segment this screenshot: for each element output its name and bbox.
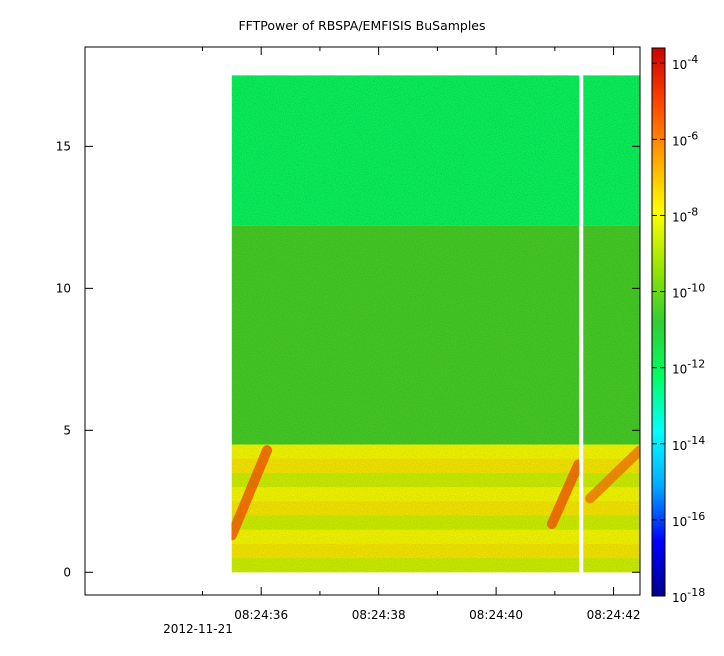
y-tick-label: 0: [63, 565, 71, 579]
heatmap-stripe: [231, 472, 640, 488]
plot-area: [84, 46, 641, 596]
colorbar: 10-18 10-16 10-14 10-12 10-10 10-8 10-6 10-4: [651, 47, 705, 605]
colorbar-tick-label: 10-4: [672, 53, 698, 72]
chorus-streak: [546, 459, 584, 530]
y-tick-label: 15: [56, 139, 71, 153]
heatmap-stripe: [231, 543, 640, 559]
colorbar-tick-label: 10-8: [672, 205, 698, 224]
colorbar-tick-label: 10-6: [672, 129, 698, 148]
plot-frame: [84, 46, 641, 596]
x-tick-label: 08:24:40: [469, 608, 523, 622]
y-axis: 0 5 10 15: [56, 139, 640, 579]
heatmap-stripe: [231, 458, 640, 473]
heatmap-stripe: [231, 558, 640, 573]
colorbar-fill: [651, 47, 666, 597]
heatmap-stripe: [231, 501, 640, 516]
colorbar-tick-label: 10-14: [672, 434, 705, 453]
heatmap-layer: [226, 75, 640, 573]
heatmap-stripe: [231, 444, 640, 459]
x-tick-label: 08:24:36: [234, 608, 288, 622]
y-tick-label: 5: [63, 423, 71, 437]
chorus-streak: [585, 445, 640, 504]
x-axis: 08:24:36 08:24:38 08:24:40 08:24:42: [201, 47, 641, 622]
colorbar-tick-label: 10-10: [672, 282, 705, 301]
x-axis-date-label: 2012-11-21: [163, 622, 233, 636]
chart-title: FFTPower of RBSPA/EMFISIS BuSamples: [238, 18, 485, 33]
chorus-streak: [226, 445, 273, 541]
heatmap-band-upper: [231, 75, 640, 226]
y-tick-label: 10: [56, 281, 71, 295]
heatmap-stripe: [231, 487, 640, 502]
x-tick-label: 08:24:38: [352, 608, 406, 622]
heatmap-band-middle: [231, 225, 640, 445]
colorbar-tick-label: 10-16: [672, 510, 705, 529]
data-gap-layer: [579, 75, 584, 573]
x-tick-label: 08:24:42: [587, 608, 641, 622]
heatmap-stripe: [231, 529, 640, 544]
colorbar-ticks: 10-18 10-16 10-14 10-12 10-10 10-8 10-6 10-4: [652, 53, 705, 605]
data-gap: [579, 75, 584, 573]
colorbar-tick-label: 10-12: [672, 358, 705, 377]
colorbar-tick-label: 10-18: [672, 586, 705, 605]
heatmap-stripe: [231, 515, 640, 530]
